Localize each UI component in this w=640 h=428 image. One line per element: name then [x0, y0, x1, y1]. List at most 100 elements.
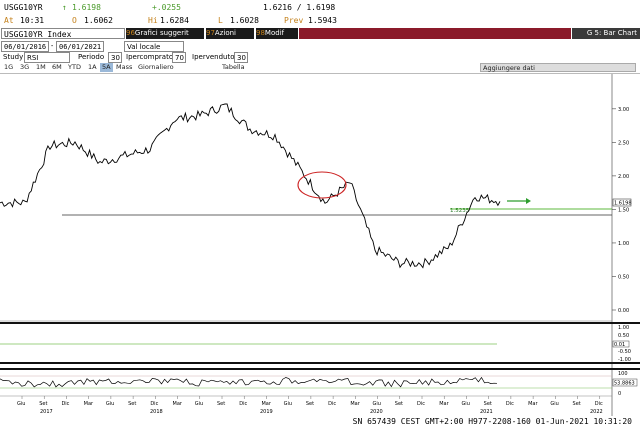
actions-button[interactable]: 97Azioni [206, 28, 254, 39]
oscillator-tick-label: 0.50 [618, 333, 629, 339]
period-label: Periodo [78, 53, 105, 61]
table-button[interactable]: Tabella [222, 63, 245, 71]
period-field[interactable]: 30 [108, 52, 122, 63]
oversold-field[interactable]: 30 [234, 52, 248, 63]
x-month-label: Dic [150, 401, 158, 407]
toolbar: USGG10YR Index 96Grafici suggerit 97Azio… [0, 28, 640, 40]
rsi-series-line [0, 376, 498, 388]
oversold-label: Ipervenduto [192, 53, 235, 61]
x-month-label: Mar [439, 401, 449, 407]
x-month-label: Dic [417, 401, 425, 407]
oscillator-tick-label: -1.00 [618, 357, 631, 363]
range-max[interactable]: Mass [116, 63, 133, 71]
oscillator-panel: 1.000.500.00-0.50-1.00 0.01 [0, 322, 640, 364]
study-row: Study RSI Periodo 30 Ipercomprato 70 Ipe… [0, 52, 640, 63]
security-field[interactable]: USGG10YR Index [1, 28, 125, 39]
rsi-panel: 100500 53.8863 [0, 368, 640, 397]
range-1m[interactable]: 1M [36, 63, 46, 71]
add-data-button[interactable]: Aggiungere dati [480, 63, 636, 72]
x-month-label: Set [306, 401, 314, 407]
x-month-label: Set [39, 401, 47, 407]
x-month-label: Dic [506, 401, 514, 407]
frequency-select[interactable]: Giornaliero [138, 63, 174, 71]
y-tick-label: 3.00 [618, 107, 629, 113]
oscillator-tick-label: 1.00 [618, 325, 629, 331]
x-year-label: 2017 [40, 409, 53, 415]
range-6m[interactable]: 6M [52, 63, 62, 71]
overbought-field[interactable]: 70 [172, 52, 186, 63]
x-month-label: Mar [261, 401, 271, 407]
x-month-label: Dic [239, 401, 247, 407]
at-label: At [4, 16, 14, 25]
rsi-value: 53.8863 [614, 381, 635, 387]
range-5y[interactable]: 5A [100, 63, 113, 72]
quote-header: USGG10YR ↑ 1.6198 +.0255 1.6216 / 1.6198 [0, 0, 640, 14]
last-price: 1.6198 [72, 3, 101, 12]
range-row: 1G 3G 1M 6M YTD 1A 5A Mass Giornaliero T… [0, 63, 640, 74]
range-1y[interactable]: 1A [88, 63, 97, 71]
trend-arrow-icon [507, 198, 531, 204]
x-month-label: Set [484, 401, 492, 407]
x-year-label: 2020 [370, 409, 383, 415]
rsi-tick-label: 0 [618, 391, 621, 397]
range-3d[interactable]: 3G [20, 63, 30, 71]
x-month-label: Giu [195, 401, 203, 407]
svg-text:1.6198: 1.6198 [614, 201, 632, 207]
x-month-label: Dic [328, 401, 336, 407]
low-value: 1.6028 [230, 16, 259, 25]
edit-button[interactable]: 98Modif [256, 28, 298, 39]
bid-ask: 1.6216 / 1.6198 [263, 3, 336, 12]
x-month-label: Mar [173, 401, 183, 407]
currency-select[interactable]: Val locale [124, 41, 184, 52]
x-month-label: Mar [528, 401, 538, 407]
oscillator-tick-label: -0.50 [618, 349, 631, 355]
level-label: 1.5235 [450, 208, 470, 214]
status-bar: SN 657439 CEST GMT+2:00 H977-2208-160 01… [352, 417, 632, 426]
suggested-charts-button[interactable]: 96Grafici suggerit [126, 28, 204, 39]
open-value: 1.6062 [84, 16, 113, 25]
x-year-label: 2021 [480, 409, 493, 415]
rsi-tick-label: 100 [618, 371, 628, 377]
x-year-label: 2018 [150, 409, 163, 415]
oscillator-value: 0.01 [614, 342, 625, 348]
y-tick-label: 2.50 [618, 140, 629, 146]
study-select[interactable]: RSI [24, 52, 70, 63]
ohlc-line: At 10:31 O 1.6062 Hi 1.6284 L 1.6028 Pre… [0, 14, 640, 27]
ticker-label: USGG10YR [4, 3, 43, 12]
x-month-label: Set [128, 401, 136, 407]
y-tick-label: 2.00 [618, 174, 629, 180]
x-month-label: Giu [373, 401, 381, 407]
x-month-label: Dic [61, 401, 69, 407]
price-panel: 1.5235 1.6198 3.00 2.50 2.00 1.50 1.00 0.50 0.… [0, 74, 632, 416]
x-month-label: Dic [595, 401, 603, 407]
open-label: O [72, 16, 77, 25]
x-month-label: Mar [350, 401, 360, 407]
low-label: L [218, 16, 223, 25]
prev-value: 1.5943 [308, 16, 337, 25]
x-axis: Giu Set Dic Mar Giu Set Dic Mar Giu Set Dic Mar Giu S… [17, 396, 603, 415]
date-from-field[interactable]: 06/01/2016 [1, 41, 49, 52]
range-1d[interactable]: 1G [4, 63, 14, 71]
high-value: 1.6284 [160, 16, 189, 25]
x-month-label: Giu [284, 401, 292, 407]
y-tick-label: 1.00 [618, 241, 629, 247]
overbought-label: Ipercomprato [126, 53, 174, 61]
study-label: Study [3, 53, 24, 61]
date-row: 06/01/2016 - 06/01/2021 Val locale [0, 41, 640, 52]
x-month-label: Giu [17, 401, 25, 407]
bar-chart: 1.5235 1.6198 3.00 2.50 2.00 1.50 1.00 0.50 0.… [0, 74, 640, 416]
x-month-label: Giu [461, 401, 469, 407]
y-tick-label: 1.50 [618, 207, 629, 213]
x-year-label: 2019 [260, 409, 273, 415]
x-month-label: Set [395, 401, 403, 407]
page-title: G 5: Bar Chart [572, 28, 640, 39]
range-ytd[interactable]: YTD [68, 63, 81, 71]
x-month-label: Giu [550, 401, 558, 407]
high-label: Hi [148, 16, 158, 25]
date-separator: - [50, 42, 55, 50]
last-arrow-icon: ↑ [62, 3, 67, 12]
date-to-field[interactable]: 06/01/2021 [56, 41, 104, 52]
x-month-label: Set [217, 401, 225, 407]
x-month-label: Mar [84, 401, 94, 407]
net-change: +.0255 [152, 3, 181, 12]
